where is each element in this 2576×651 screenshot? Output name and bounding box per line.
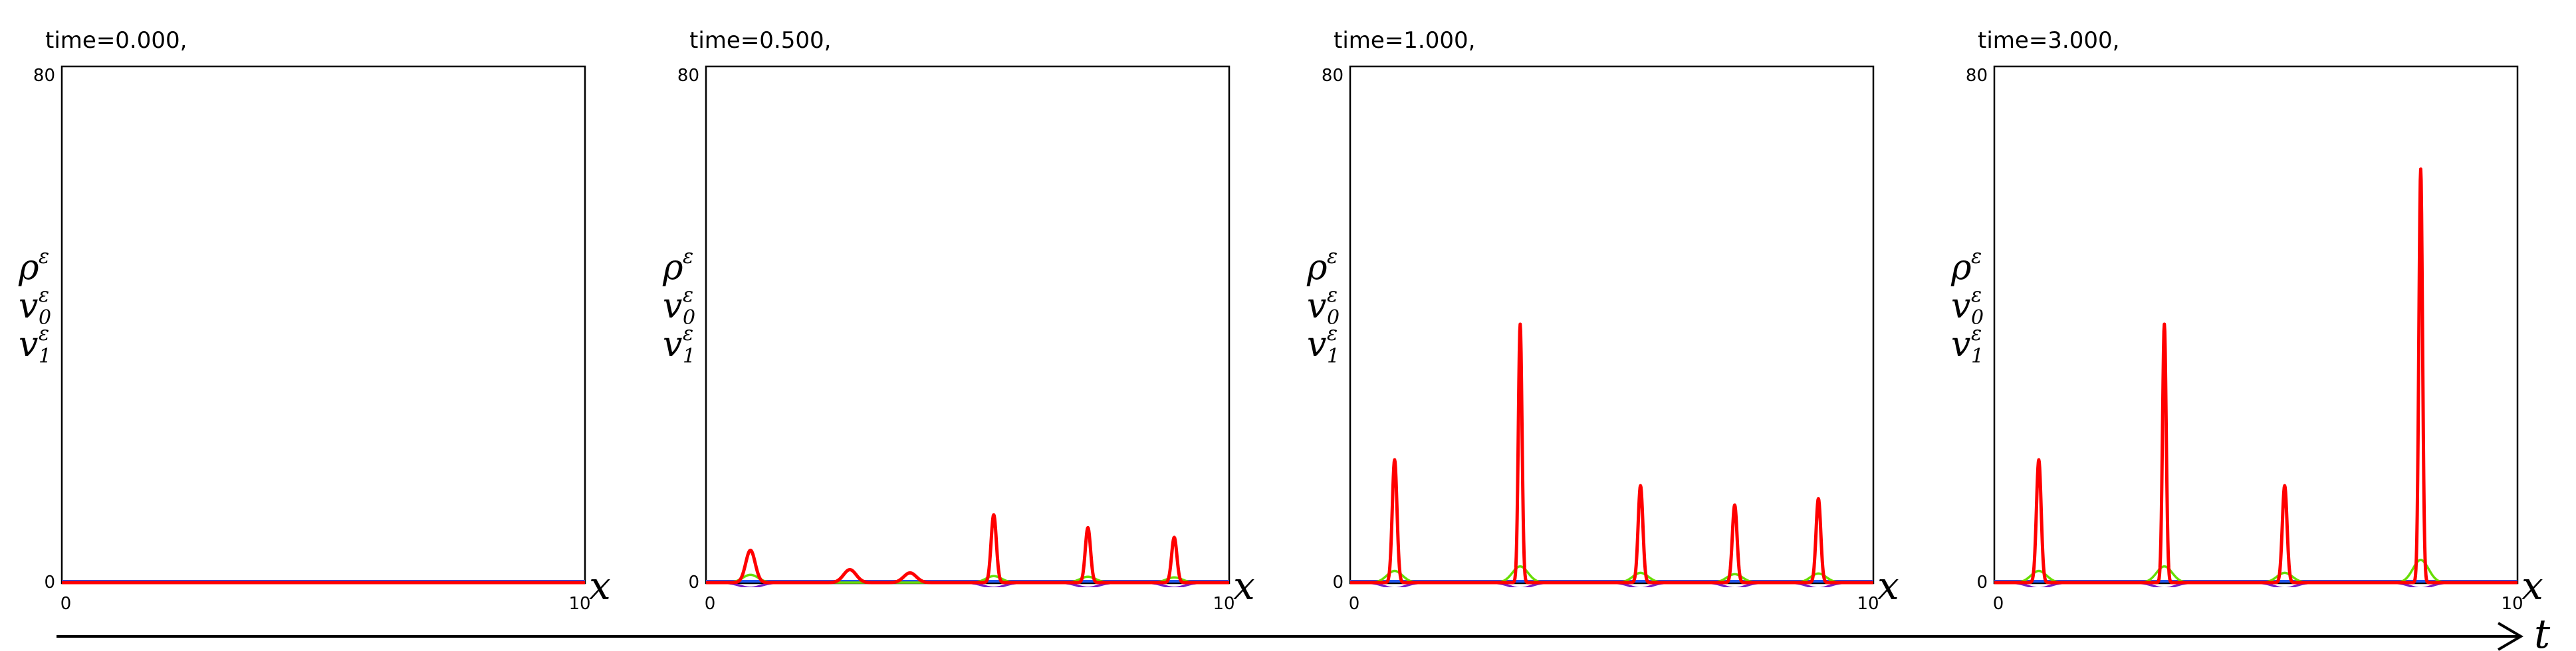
series-rho xyxy=(1994,167,2517,585)
panel-title: time=1.000, xyxy=(1334,27,1475,54)
y-axis-symbol: v xyxy=(19,325,38,365)
y-axis-labels: ρ εv ε0v ε1 xyxy=(1306,245,1340,368)
y-axis-symbol-subscript: 1 xyxy=(1327,345,1340,368)
series-rho xyxy=(706,513,1229,585)
y-tick-label: 0 xyxy=(1976,573,1988,593)
plot-area xyxy=(1350,322,1873,587)
y-axis-symbol: ρ xyxy=(1306,248,1328,288)
plot-frame xyxy=(1993,65,2519,585)
x-axis-label: x xyxy=(1233,563,1255,608)
plot-frame xyxy=(60,65,586,585)
y-axis-symbol: v xyxy=(663,325,682,365)
y-axis-symbol: ρ xyxy=(1950,248,1972,288)
x-tick-label: 10 xyxy=(1857,594,1879,614)
y-axis-symbol-subscript: 0 xyxy=(1327,306,1340,329)
panel-title: time=0.500, xyxy=(689,27,831,54)
y-axis-symbol-superscript: ε xyxy=(1971,245,1982,268)
x-axis-label: x xyxy=(589,563,611,608)
y-axis-symbol-superscript: ε xyxy=(1971,322,1982,345)
y-axis-labels: ρ εv ε0v ε1 xyxy=(1950,245,1984,368)
x-tick-label: 0 xyxy=(1993,594,2004,614)
y-axis-symbol: v xyxy=(1951,325,1970,365)
x-tick-label: 10 xyxy=(568,594,590,614)
y-tick-label: 80 xyxy=(1966,66,1988,86)
y-axis-symbol-subscript: 0 xyxy=(1971,306,1984,329)
series-v0 xyxy=(1994,559,2517,584)
panel-title: time=3.000, xyxy=(1978,27,2119,54)
y-axis-symbol-superscript: ε xyxy=(683,322,693,345)
y-axis-symbol-subscript: 0 xyxy=(39,306,51,329)
y-axis-symbol-superscript: ε xyxy=(683,284,693,307)
y-axis-symbol: ρ xyxy=(18,248,39,288)
y-axis-symbol: v xyxy=(1307,325,1326,365)
y-axis-symbol: v xyxy=(663,286,682,326)
x-tick-label: 0 xyxy=(60,594,72,614)
x-tick-label: 0 xyxy=(705,594,716,614)
plot-frame xyxy=(705,65,1230,585)
plot-frame xyxy=(1349,65,1875,585)
x-tick-label: 10 xyxy=(1213,594,1234,614)
y-axis-symbol: ρ xyxy=(662,248,683,288)
plot-area xyxy=(706,513,1229,587)
y-tick-label: 0 xyxy=(44,573,55,593)
y-axis-symbol: v xyxy=(1307,286,1326,326)
panel-title: time=0.000, xyxy=(45,27,187,54)
time-arrow-head xyxy=(2497,622,2523,651)
x-tick-label: 0 xyxy=(1349,594,1360,614)
y-axis-labels: ρ εv ε0v ε1 xyxy=(18,245,51,368)
time-arrow: t xyxy=(57,611,2551,651)
y-axis-symbol-subscript: 1 xyxy=(1971,345,1984,368)
y-tick-label: 0 xyxy=(688,573,699,593)
x-axis-label: x xyxy=(1877,563,1899,608)
y-tick-label: 0 xyxy=(1332,573,1344,593)
y-axis-symbol-subscript: 0 xyxy=(683,306,695,329)
y-axis-symbol-superscript: ε xyxy=(1971,284,1982,307)
x-tick-label: 10 xyxy=(2501,594,2523,614)
time-axis-label: t xyxy=(2534,611,2551,651)
series-rho xyxy=(1350,322,1873,585)
y-axis-symbol-superscript: ε xyxy=(683,245,693,268)
y-tick-label: 80 xyxy=(1322,66,1344,86)
plot-area xyxy=(62,580,585,585)
y-axis-symbol-superscript: ε xyxy=(1327,284,1338,307)
y-axis-symbol-superscript: ε xyxy=(1327,322,1338,345)
y-axis-symbol-superscript: ε xyxy=(1327,245,1338,268)
y-axis-symbol-superscript: ε xyxy=(39,284,49,307)
y-axis-labels: ρ εv ε0v ε1 xyxy=(662,245,695,368)
y-axis-symbol-superscript: ε xyxy=(39,322,49,345)
y-axis-symbol: v xyxy=(19,286,38,326)
y-axis-symbol-superscript: ε xyxy=(39,245,49,268)
plot-area xyxy=(1994,167,2517,587)
y-tick-label: 80 xyxy=(677,66,699,86)
y-axis-symbol-subscript: 1 xyxy=(39,345,51,368)
y-tick-label: 80 xyxy=(33,66,55,86)
x-axis-label: x xyxy=(2521,563,2543,608)
y-axis-symbol: v xyxy=(1951,286,1970,326)
y-axis-symbol-subscript: 1 xyxy=(683,345,695,368)
